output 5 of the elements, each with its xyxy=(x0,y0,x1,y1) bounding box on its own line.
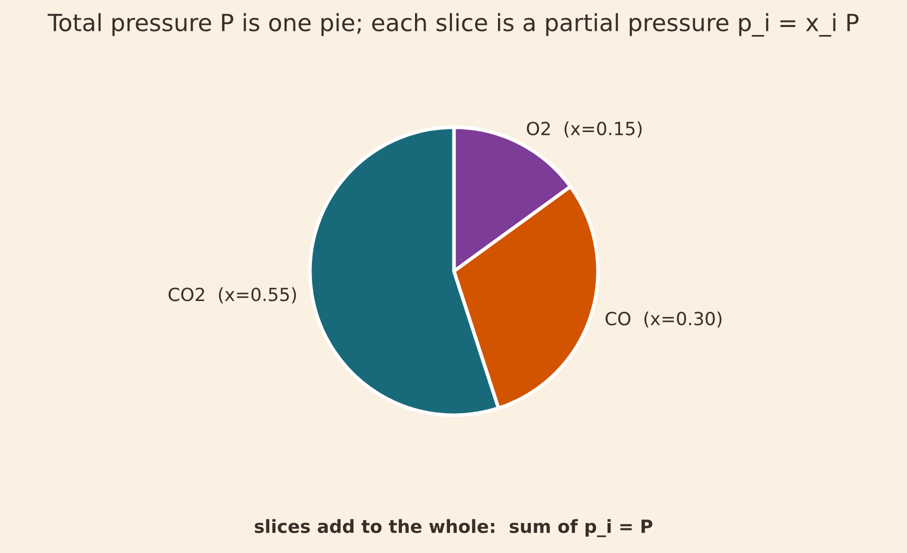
text: slices add to the whole: sum of p_i = P xyxy=(254,519,652,538)
slice-label: CO2 (x=0.55) xyxy=(168,287,296,304)
chart-title: Total pressure P is one pie; each slice is a partial pressure p_i = x_i P xyxy=(48,13,859,37)
slice-label: O2 (x=0.15) xyxy=(526,121,642,138)
slice-label: CO (x=0.30) xyxy=(606,311,722,328)
